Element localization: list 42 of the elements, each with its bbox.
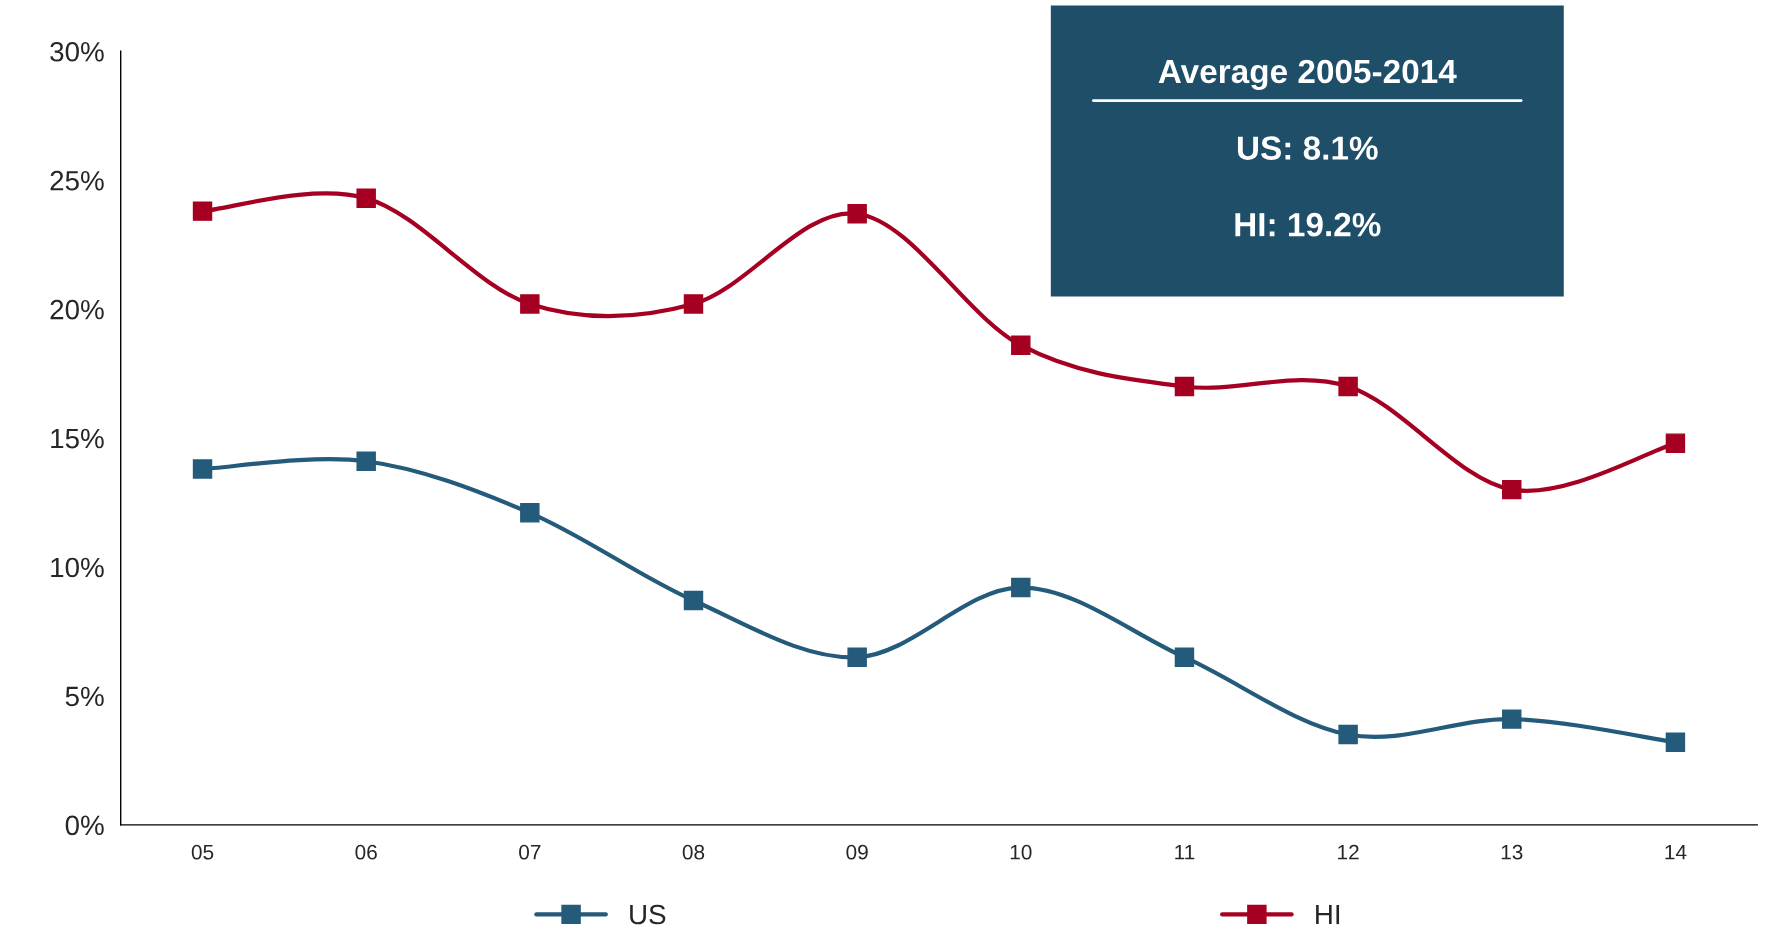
- y-tick-label: 30%: [50, 41, 104, 62]
- y-tick-label: 20%: [50, 299, 104, 320]
- point: [192, 201, 213, 221]
- point: [847, 203, 867, 224]
- y-tick-label: 10%: [51, 557, 104, 578]
- point: [1174, 647, 1195, 667]
- point: [1011, 335, 1031, 355]
- annotation: US: 8.1%: [1237, 136, 1378, 160]
- y-tick-label: 15%: [51, 428, 104, 449]
- y-tick-label: 5%: [65, 686, 104, 707]
- y-tick-label: 25%: [50, 170, 104, 191]
- point: [356, 451, 376, 471]
- x-tick-label: 13: [1501, 844, 1523, 860]
- x-tick-label: 08: [682, 844, 705, 860]
- point: [1174, 376, 1195, 397]
- x-tick-label: 06: [355, 844, 377, 860]
- point: [520, 503, 540, 523]
- point: [1011, 577, 1031, 598]
- point: [520, 294, 540, 314]
- point: [1665, 732, 1686, 753]
- x-tick-label: 07: [519, 844, 541, 860]
- x-tick-label: 05: [191, 844, 214, 860]
- x-tick-label: 10: [1010, 844, 1032, 860]
- point: [1338, 376, 1358, 397]
- point: [192, 459, 213, 479]
- legend-label: US: [630, 904, 666, 925]
- point: [683, 590, 704, 611]
- point: [847, 647, 867, 667]
- legend-label: HI: [1316, 904, 1340, 925]
- point: [1338, 724, 1358, 745]
- x-tick-label: 11: [1175, 845, 1195, 860]
- x-tick-label: 12: [1338, 844, 1359, 860]
- point: [683, 294, 704, 314]
- y-tick-label: 0%: [65, 815, 104, 836]
- annotation: Average 2005-2014: [1158, 59, 1457, 90]
- annotation: HI: 19.2%: [1235, 212, 1381, 237]
- point: [1502, 479, 1522, 500]
- point: [1502, 709, 1522, 729]
- x-tick-label: 09: [846, 844, 868, 860]
- point: [1665, 433, 1686, 453]
- x-tick-label: 14: [1665, 845, 1687, 860]
- point: [356, 188, 376, 208]
